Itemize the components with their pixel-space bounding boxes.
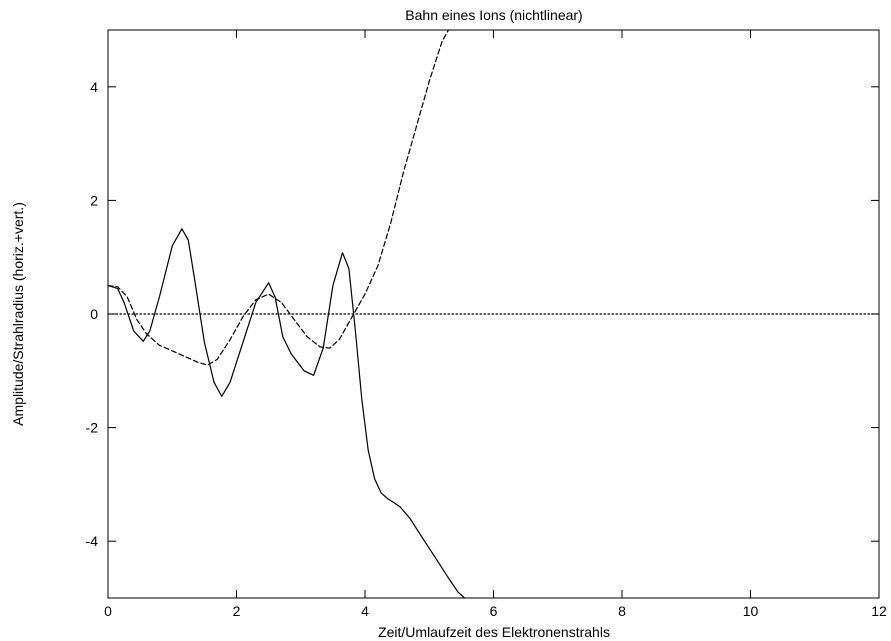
plot-frame: [107, 29, 880, 599]
y-tick-label: -4: [86, 533, 99, 549]
ticks-layer: 0 2 4 6 8 10 12 -4 -2 0 2 4: [86, 30, 887, 619]
chart-title: Bahn eines Ions (nichtlinear): [405, 7, 582, 23]
y-axis-label: Amplitude/Strahlradius (horiz.+vert.): [10, 202, 26, 426]
x-tick-label: 12: [871, 603, 887, 619]
series-layer: [107, 29, 880, 599]
x-tick-label: 0: [104, 603, 112, 619]
x-tick-label: 2: [233, 603, 241, 619]
y-tick-label: 0: [90, 306, 98, 322]
series-line-solid: [107, 228, 466, 599]
y-tick-label: 4: [90, 79, 98, 95]
x-tick-label: 6: [490, 603, 498, 619]
series-line-dashed: [107, 29, 450, 366]
x-axis-label: Zeit/Umlaufzeit des Elektronenstrahls: [378, 624, 610, 640]
y-tick-label: -2: [86, 420, 99, 436]
x-tick-label: 4: [361, 603, 369, 619]
x-tick-label: 10: [743, 603, 759, 619]
x-tick-label: 8: [618, 603, 626, 619]
y-tick-label: 2: [90, 192, 98, 208]
